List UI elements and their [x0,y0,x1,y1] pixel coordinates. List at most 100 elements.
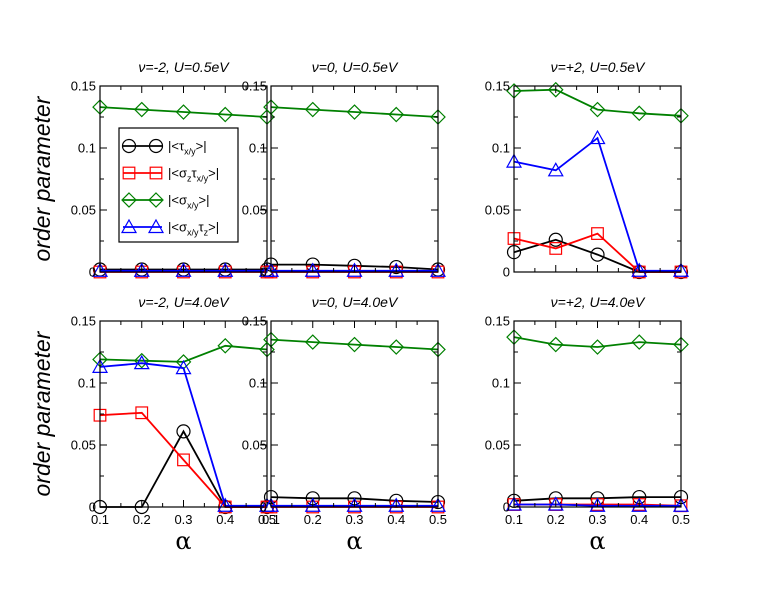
y-tick-label: 0.05 [242,438,267,453]
data-point [263,497,280,512]
y-tick-label: 0.15 [485,79,510,94]
x-tick-label: 0.2 [304,512,322,527]
data-point [175,262,192,277]
data-point [589,101,606,118]
x-tick-label: 0.5 [672,512,690,527]
y-tick-label: 0.15 [242,314,267,329]
y-tick-label: 0.1 [492,141,510,156]
series-line-4 [513,136,681,272]
data-point [346,104,363,120]
data-point [92,262,109,277]
x-tick-label: 0.3 [588,512,606,527]
legend-text-part: |<τ [168,139,185,154]
data-point [176,424,191,439]
data-point [429,497,446,512]
data-point [672,262,689,277]
legend-label: |<τx/y>| [168,139,207,157]
legend-text-part: |<σ [168,193,187,208]
x-tick-label: 0.4 [387,512,405,527]
legend-marker-right [148,192,164,208]
y-tick-label: 0.1 [492,376,510,391]
legend-marker-left [120,218,138,234]
series-line-2 [99,411,267,508]
y-tick-label: 0.05 [485,203,510,218]
panel-2: ν=0, U=0.5eV 0 0.05 0.1 0.15 [242,59,446,280]
panel-title: ν=0, U=0.5eV [312,59,399,75]
data-point [217,337,234,354]
data-point [388,262,405,277]
y-tick-label: 0.15 [71,79,96,94]
data-point [304,497,321,512]
legend-subscript: x/y [197,174,209,184]
data-point [135,406,149,420]
legend-marker-right [148,138,164,154]
x-axis-label: α [589,527,605,555]
series-line-3 [270,106,439,118]
data-point [217,106,234,123]
data-point [388,497,405,512]
y-tick-label: 0.1 [249,141,267,156]
data-point [672,497,689,512]
y-tick-label: 0.1 [78,141,96,156]
data-point [590,247,605,262]
data-point [429,262,446,277]
legend-marker-left [121,192,137,208]
series-line-3 [513,88,682,117]
panel-3: ν=+2, U=0.5eV 0 0.05 0.1 0.15 [485,59,689,280]
y-tick-label: 0.15 [71,314,96,329]
x-axis-label: α [346,527,362,555]
legend-text-part: |<σ [168,166,187,181]
panel-title: ν=+2, U=4.0eV [551,294,646,310]
legend-text-part: |<σ [168,220,187,235]
y-tick-label: 0.05 [242,203,267,218]
data-point [548,232,563,247]
series-line-3 [99,344,268,363]
x-tick-label: 0.1 [91,512,109,527]
data-point [506,496,523,511]
panel-title: ν=+2, U=0.5eV [551,59,646,75]
x-tick-label: 0.1 [505,512,523,527]
panel-title: ν=0, U=4.0eV [312,294,399,310]
data-point [217,262,234,277]
data-point [547,496,564,511]
data-point [304,262,321,277]
data-point [631,334,648,350]
legend-text-part: τ [192,166,198,181]
legend-text-part: τ [199,220,205,235]
data-point [591,227,604,240]
data-point [631,105,648,122]
panel-6: ν=+2, U=4.0eV 0 0.05 0.1 0.15 0.1 0.2 0.3 0.4 0.5… [485,294,690,555]
y-tick-label: 0 [89,500,96,515]
data-point [133,354,150,370]
legend-label: |<σx/y>| [168,193,209,211]
legend-text-part: >| [208,166,219,181]
x-tick-label: 0.3 [174,512,192,527]
data-point [175,104,192,120]
panel-title: ν=-2, U=4.0eV [138,294,230,310]
data-point [547,336,564,353]
x-tick-label: 0.4 [630,512,648,527]
x-tick-label: 0.4 [216,512,234,527]
y-axis-label: order parameter [29,330,55,496]
data-point [631,497,648,512]
legend-subscript: x/y [187,228,199,238]
data-point [549,242,563,255]
data-point [547,162,564,177]
data-point [389,259,404,275]
y-tick-label: 0 [260,500,267,515]
plot-frame [513,320,682,508]
data-point [346,336,363,353]
legend-subscript: z [187,174,192,184]
x-tick-label: 0.2 [133,512,151,527]
data-point [304,101,321,118]
y-tick-label: 0.1 [249,376,267,391]
data-point [589,129,606,145]
data-point [589,339,606,355]
data-point [217,497,234,512]
legend-label: |<σzτx/y>| [168,166,219,184]
legend-marker-right [147,218,165,234]
data-point [175,359,192,375]
plot-frame [270,320,439,508]
legend-subscript: x/y [184,147,196,157]
y-tick-label: 0 [503,500,510,515]
